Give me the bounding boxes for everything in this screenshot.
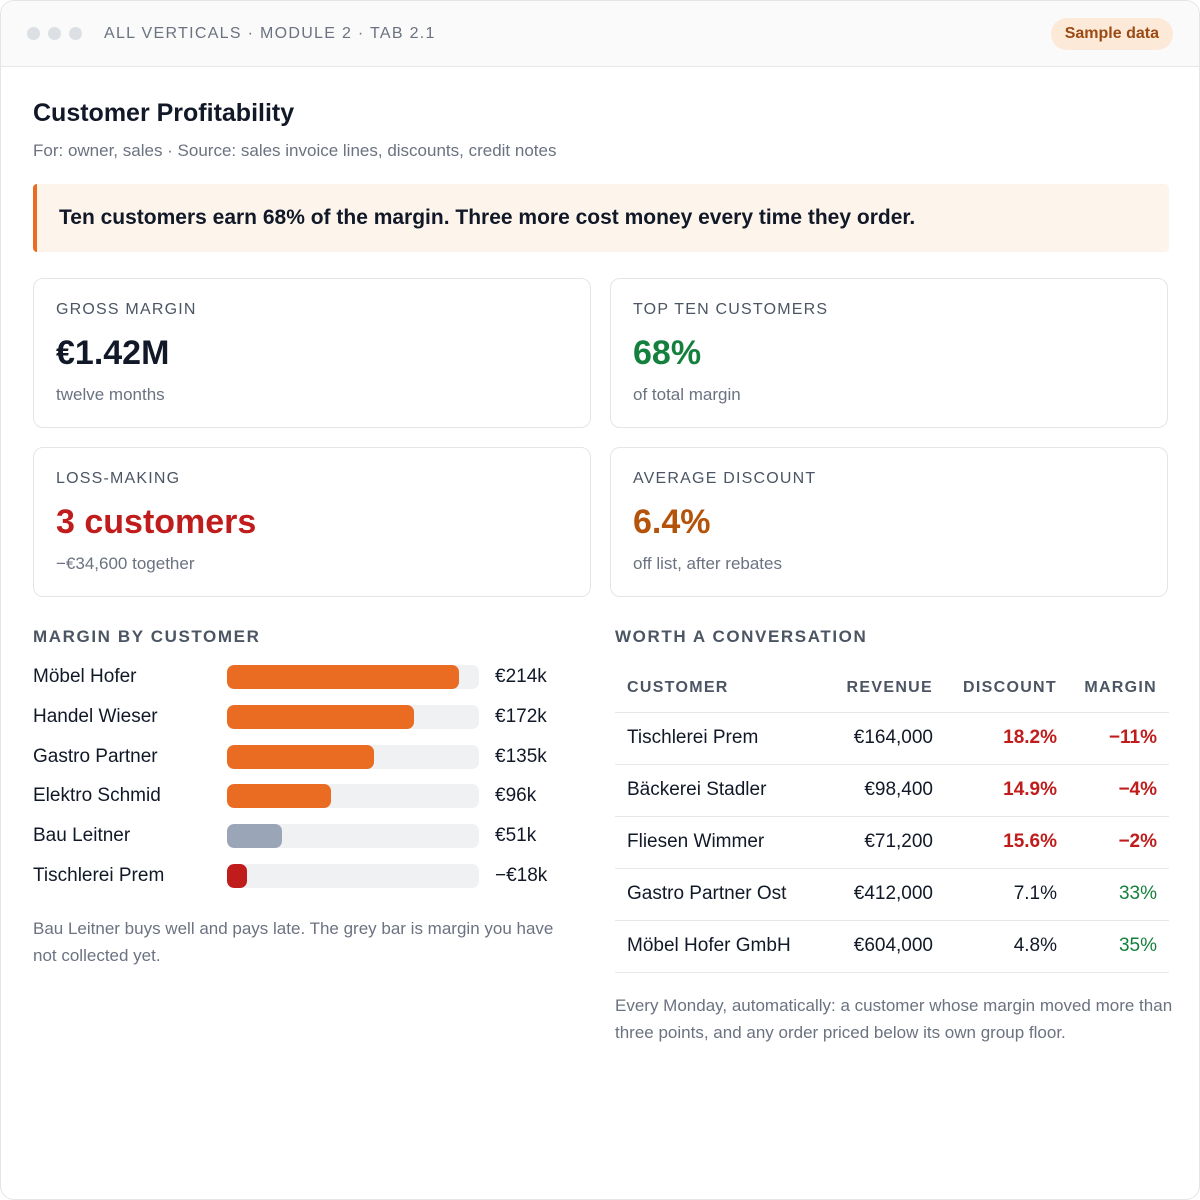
table-row[interactable]: Gastro Partner Ost €412,000 7.1% 33% [615, 869, 1169, 921]
bar-category-label: Handel Wieser [33, 705, 158, 727]
column-header-discount: DISCOUNT [963, 679, 1057, 696]
kpi-label: GROSS MARGIN [56, 301, 197, 318]
bar[interactable] [227, 744, 374, 769]
cell-margin: −11% [1108, 727, 1157, 748]
table-row[interactable]: Tischlerei Prem €164,000 18.2% −11% [615, 713, 1169, 765]
kpi-label: TOP TEN CUSTOMERS [633, 301, 829, 318]
bar-category-label: Möbel Hofer [33, 666, 137, 687]
title-bar: ALL VERTICALS · MODULE 2 · TAB 2.1 Sampl… [1, 1, 1199, 67]
bar-row: Handel Wieser €172k [33, 704, 573, 730]
cell-margin: −2% [1118, 831, 1157, 852]
bar-row: Bau Leitner €51k [33, 823, 573, 849]
margin-chart-note: Bau Leitner buys well and pays late. The… [33, 919, 554, 965]
cell-margin: 33% [1118, 883, 1157, 904]
bar-track [227, 665, 479, 689]
cell-margin: −4% [1118, 779, 1157, 800]
bar-track [227, 784, 479, 809]
bar-value-label: €51k [495, 825, 537, 847]
kpi-note: −€34,600 together [56, 554, 195, 573]
cell-revenue: €412,000 [853, 883, 933, 904]
maximize-window-dot-icon[interactable] [69, 27, 82, 40]
kpi-value: 6.4% [633, 503, 711, 541]
column-header-revenue: REVENUE [846, 679, 933, 696]
bar-value-label: €135k [495, 745, 547, 767]
key-insight-callout: Ten customers earn 68% of the margin. Th… [33, 184, 1169, 252]
cell-customer: Gastro Partner Ost [627, 883, 787, 904]
bar-row: Gastro Partner €135k [33, 744, 573, 770]
kpi-value: 68% [633, 334, 702, 372]
cell-revenue: €71,200 [864, 831, 933, 852]
bar-track [227, 704, 479, 729]
bar-category-label: Elektro Schmid [33, 785, 161, 807]
table-row[interactable]: Möbel Hofer GmbH €604,000 4.8% 35% [615, 921, 1169, 973]
cell-revenue: €164,000 [853, 727, 933, 748]
bar-value-label: €214k [495, 666, 547, 687]
bar-value-label: €172k [495, 705, 547, 727]
bar-row: Tischlerei Prem −€18k [33, 863, 573, 889]
bar-category-label: Tischlerei Prem [33, 865, 165, 886]
cell-customer: Tischlerei Prem [627, 727, 759, 748]
minimize-window-dot-icon[interactable] [48, 27, 61, 40]
cell-discount: 15.6% [1003, 831, 1057, 852]
kpi-value: 3 customers [56, 503, 257, 541]
cell-margin: 35% [1118, 935, 1157, 956]
cell-discount: 7.1% [1013, 883, 1057, 904]
breadcrumb: ALL VERTICALS · MODULE 2 · TAB 2.1 [104, 24, 436, 42]
cell-customer: Fliesen Wimmer [627, 831, 765, 852]
table-row[interactable]: Fliesen Wimmer €71,200 15.6% −2% [615, 817, 1169, 869]
cell-discount: 4.8% [1013, 935, 1057, 956]
kpi-card-gross-margin: GROSS MARGIN €1.42M twelve months [33, 278, 591, 428]
kpi-card-loss-making: LOSS-MAKING 3 customers −€34,600 togethe… [33, 447, 591, 597]
bar[interactable] [227, 704, 414, 729]
table-row[interactable]: Bäckerei Stadler €98,400 14.9% −4% [615, 765, 1169, 817]
bar-track [227, 744, 479, 769]
margin-by-customer-title: MARGIN BY CUSTOMER [33, 627, 261, 646]
page-title: Customer Profitability [33, 99, 295, 127]
bar-category-label: Bau Leitner [33, 825, 131, 847]
kpi-card-top-ten: TOP TEN CUSTOMERS 68% of total margin [610, 278, 1168, 428]
kpi-note: of total margin [633, 385, 741, 404]
bar-value-label: −€18k [495, 865, 548, 886]
kpi-note: off list, after rebates [633, 554, 782, 573]
bar[interactable] [227, 824, 283, 849]
kpi-label: LOSS-MAKING [56, 470, 181, 487]
column-header-margin: MARGIN [1084, 679, 1157, 696]
window-controls [27, 27, 82, 40]
close-window-dot-icon[interactable] [27, 27, 40, 40]
conversation-note: Every Monday, automatically: a customer … [615, 996, 1173, 1042]
page-subtitle: For: owner, sales · Source: sales invoic… [33, 141, 557, 160]
sample-data-badge: Sample data [1050, 18, 1173, 50]
column-header-customer: CUSTOMER [627, 679, 729, 696]
bar-row: Elektro Schmid €96k [33, 783, 573, 809]
cell-discount: 18.2% [1003, 727, 1057, 748]
bar-track [227, 864, 479, 888]
worth-a-conversation-title: WORTH A CONVERSATION [615, 627, 868, 646]
bar-track [227, 824, 479, 849]
kpi-value: €1.42M [56, 334, 170, 372]
cell-customer: Bäckerei Stadler [627, 779, 767, 800]
table-header-row: CUSTOMER REVENUE DISCOUNT MARGIN [615, 665, 1169, 713]
kpi-label: AVERAGE DISCOUNT [633, 470, 817, 487]
bar[interactable] [227, 784, 332, 809]
bar[interactable] [227, 864, 247, 888]
kpi-note: twelve months [56, 385, 165, 404]
cell-discount: 14.9% [1003, 779, 1057, 800]
bar[interactable] [227, 665, 460, 689]
cell-revenue: €98,400 [864, 779, 933, 800]
cell-customer: Möbel Hofer GmbH [627, 935, 791, 956]
bar-category-label: Gastro Partner [33, 745, 158, 767]
bar-value-label: €96k [495, 785, 537, 807]
bar-row: Möbel Hofer €214k [33, 664, 573, 690]
kpi-card-average-discount: AVERAGE DISCOUNT 6.4% off list, after re… [610, 447, 1168, 597]
cell-revenue: €604,000 [853, 935, 933, 956]
